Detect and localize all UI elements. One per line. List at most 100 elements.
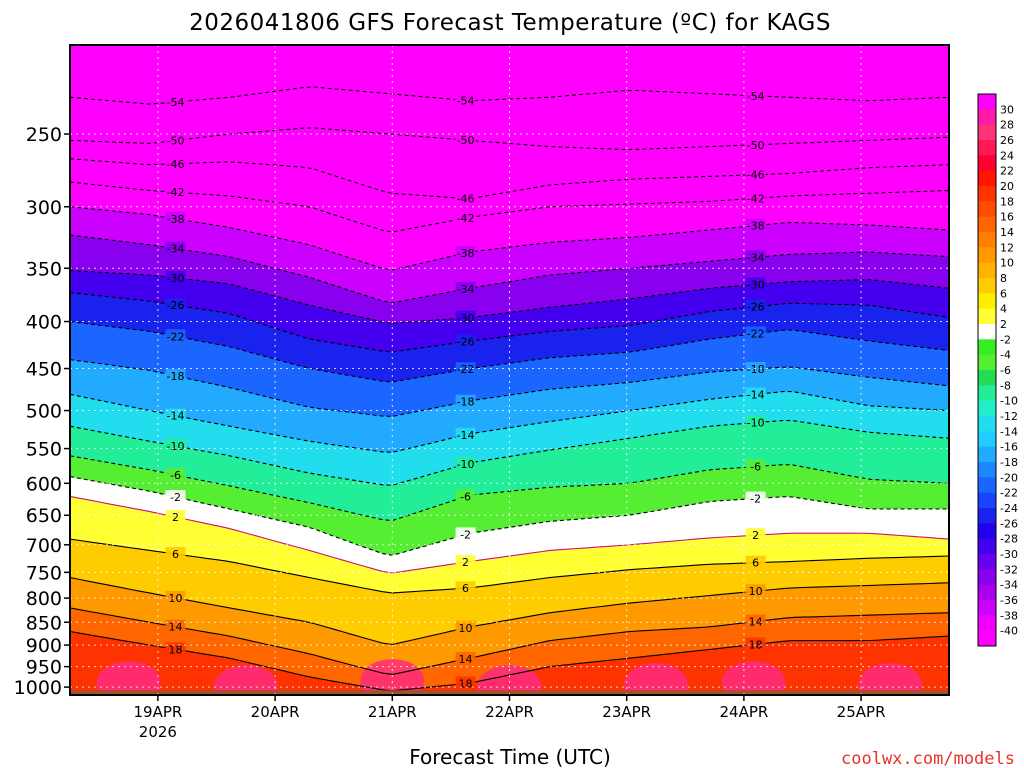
isotherm-label-bg — [745, 491, 766, 505]
isotherm-label-bg — [745, 459, 766, 473]
colorbar-label: 2 — [1000, 318, 1007, 331]
x-tick-label: 22APR — [485, 703, 534, 721]
isotherm-label-bg — [455, 489, 476, 503]
colorbar-label: -18 — [1000, 456, 1018, 469]
colorbar-cell — [978, 477, 996, 494]
colorbar-label: 14 — [1000, 226, 1014, 239]
y-tick-label: 600 — [26, 473, 62, 495]
source-credit: coolwx.com/models — [841, 749, 1015, 768]
y-tick-label: 850 — [26, 612, 62, 634]
colorbar-label: -30 — [1000, 548, 1018, 561]
isotherm-label-bg — [165, 468, 186, 482]
colorbar-cell — [978, 615, 996, 632]
isotherm-label-bg — [165, 490, 186, 504]
y-tick-label: 450 — [26, 359, 62, 381]
isotherm-label: 18 — [168, 643, 182, 656]
isotherm-label-bg — [455, 676, 476, 690]
colorbar-label: -6 — [1000, 364, 1011, 377]
isotherm-line — [70, 181, 949, 233]
colorbar-label: -12 — [1000, 410, 1018, 423]
colorbar-cell — [978, 94, 996, 110]
y-tick-label: 700 — [26, 535, 62, 557]
isotherm-label-bg — [455, 527, 476, 541]
colorbar-cell — [978, 140, 996, 156]
colorbar-cell — [978, 354, 996, 371]
isotherm-label: -14 — [747, 388, 765, 401]
colorbar: 30 28 26 24 22 20 18 16 14 12 10 8 6 4 2 -2 -4 -6 -8 -10 -12… — [977, 93, 1018, 647]
colorbar-label: -22 — [1000, 487, 1018, 500]
colorbar-label: -40 — [1000, 625, 1018, 638]
isotherm-label-bg — [455, 394, 476, 408]
colorbar-cell — [978, 109, 996, 126]
x-tick-label: 21APR — [368, 703, 417, 721]
warm-pocket — [360, 659, 425, 695]
colorbar-label: -8 — [1000, 379, 1011, 392]
colorbar-cell — [978, 523, 996, 540]
isotherm-label-bg — [745, 299, 766, 313]
colorbar-label: -26 — [1000, 517, 1018, 530]
isotherm-line — [70, 630, 949, 692]
isotherm-label: -6 — [750, 461, 761, 474]
isotherm-label-bg — [165, 619, 186, 633]
isotherm-label-bg — [745, 387, 766, 401]
isotherm-label: -34 — [747, 251, 765, 264]
isotherm-label-bg — [745, 250, 766, 264]
isotherm-label: 10 — [459, 622, 473, 635]
x-tick-label: 23APR — [602, 703, 651, 721]
colorbar-frame — [977, 93, 997, 647]
plot-area: -54 -54 -54 -50 -50 -50 -46 -46 -46 -42 -42 -42 -38 -… — [70, 45, 949, 695]
isotherm-label: -2 — [750, 493, 761, 506]
x-tick-label: 25APR — [837, 703, 886, 721]
colorbar-cell — [978, 416, 996, 432]
isotherm-label-bg — [745, 218, 766, 232]
isotherm-label-bg — [165, 156, 186, 170]
isotherm-label: -22 — [747, 328, 765, 341]
isotherm-label: 2 — [752, 529, 759, 542]
isotherm-label: -2 — [170, 491, 181, 504]
isotherm-label: -46 — [457, 192, 475, 205]
isotherm-label: -18 — [747, 363, 765, 376]
colorbar-cell — [978, 584, 996, 601]
isotherm-label-bg — [455, 427, 476, 441]
isotherm-label-bg — [745, 326, 766, 340]
colorbar-label: -24 — [1000, 502, 1018, 515]
isotherm-label: -54 — [457, 94, 475, 107]
isotherm-label-bg — [455, 620, 476, 634]
y-tick-label: 650 — [26, 505, 62, 527]
colorbar-label: 30 — [1000, 103, 1014, 116]
colorbar-cell — [978, 538, 996, 555]
colorbar-label: 26 — [1000, 134, 1014, 147]
isotherm-label: -54 — [747, 90, 765, 103]
isotherm-line — [70, 419, 949, 486]
isotherm-label-bg — [455, 581, 476, 595]
colorbar-label: 28 — [1000, 119, 1014, 132]
isotherm-label-bg — [455, 93, 476, 107]
colorbar-label: -38 — [1000, 609, 1018, 622]
isotherm-label-bg — [165, 133, 186, 147]
colorbar-cell — [978, 308, 996, 325]
isotherm-label-bg — [455, 362, 476, 376]
isotherm-label: -34 — [166, 243, 184, 256]
isotherm-label: -42 — [747, 192, 765, 205]
y-tick-label: 250 — [26, 124, 62, 146]
isotherm-label: 10 — [168, 592, 182, 605]
isotherm-label: 10 — [749, 585, 763, 598]
y-tick-label: 1000 — [14, 677, 62, 699]
isotherm-label: -10 — [457, 458, 475, 471]
colorbar-label: 18 — [1000, 195, 1014, 208]
isotherm-label: -34 — [457, 283, 475, 296]
warm-pocket — [96, 661, 161, 695]
colorbar-label: 10 — [1000, 257, 1014, 270]
colorbar-cell — [978, 339, 996, 356]
isotherm-line — [70, 538, 949, 594]
isotherm-label: 6 — [752, 557, 759, 570]
colorbar-label: -2 — [1000, 333, 1011, 346]
y-tick-label: 900 — [26, 635, 62, 657]
isotherm-label: -30 — [457, 312, 475, 325]
isotherm-line — [70, 455, 949, 522]
isotherm-label-bg — [745, 637, 766, 651]
isotherm-line — [70, 269, 949, 324]
isotherm-label-bg — [455, 211, 476, 225]
warm-pocket — [213, 665, 278, 695]
